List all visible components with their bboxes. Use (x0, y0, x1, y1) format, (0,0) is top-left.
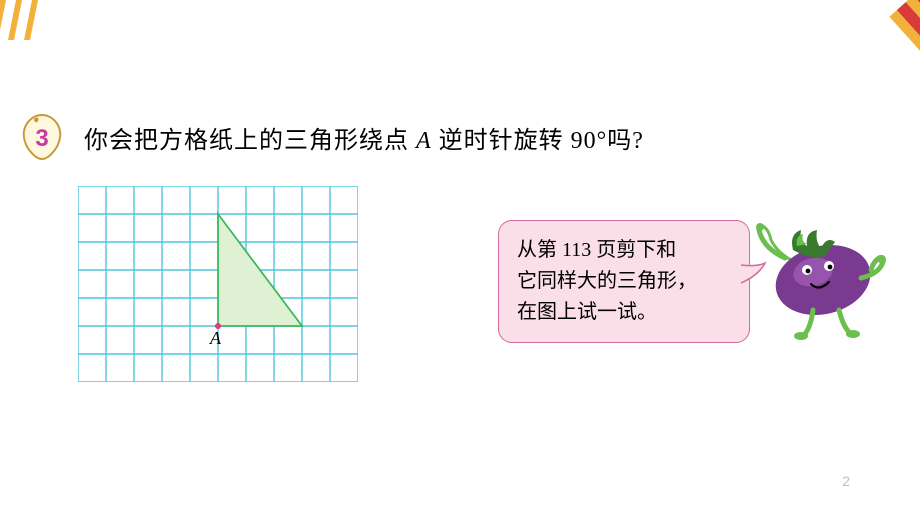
speech-line-3: 在图上试一试。 (517, 297, 731, 328)
grid-figure: A (78, 186, 358, 387)
speech-line-1: 从第 113 页剪下和 (517, 235, 731, 266)
corner-decoration-top-left (0, 0, 60, 55)
mascot-icon (755, 200, 895, 355)
page-number: 2 (842, 473, 850, 489)
question-number-badge: 3 (20, 113, 64, 161)
question-point-label: A (416, 128, 432, 154)
point-a-label: A (210, 328, 221, 349)
corner-decoration-top-right (840, 0, 920, 75)
question-number: 3 (35, 125, 48, 152)
speech-bubble: 从第 113 页剪下和 它同样大的三角形， 在图上试一试。 (498, 220, 750, 343)
question-text-part2: 逆时针旋转 90°吗? (432, 128, 644, 154)
speech-line-2: 它同样大的三角形， (517, 266, 731, 297)
question-text-part1: 你会把方格纸上的三角形绕点 (84, 128, 416, 154)
question-text: 你会把方格纸上的三角形绕点 A 逆时针旋转 90°吗? (84, 120, 644, 155)
